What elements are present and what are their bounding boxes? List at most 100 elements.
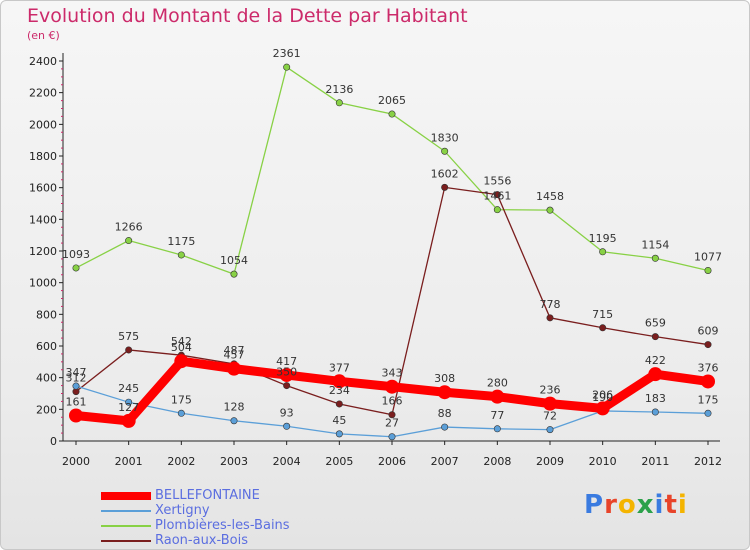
data-point-plombieres-les-bains: [493, 206, 501, 214]
y-tick-label: 1800: [29, 150, 57, 163]
legend-label-raon-aux-bois: Raon-aux-Bois: [155, 533, 248, 548]
data-label-raon-aux-bois: 778: [540, 298, 561, 311]
legend-item-xertigny: Xertigny: [101, 503, 361, 518]
legend-label-xertigny: Xertigny: [155, 503, 210, 518]
data-label-raon-aux-bois: 312: [66, 372, 87, 385]
data-point-plombieres-les-bains: [125, 237, 133, 245]
data-label-raon-aux-bois: 234: [329, 384, 350, 397]
y-tick-label: 2000: [29, 118, 57, 131]
data-label-plombieres-les-bains: 1461: [483, 190, 511, 203]
data-point-xertigny: [388, 433, 396, 441]
data-label-bellefontaine: 343: [382, 367, 403, 380]
logo-letter: r: [604, 490, 618, 520]
y-tick-label: 400: [36, 372, 57, 385]
data-label-xertigny: 72: [543, 410, 557, 423]
data-label-plombieres-les-bains: 1458: [536, 190, 564, 203]
y-tick-label: 1600: [29, 182, 57, 195]
y-tick-label: 1000: [29, 277, 57, 290]
legend-label-bellefontaine: BELLEFONTAINE: [155, 488, 260, 503]
data-point-xertigny: [72, 382, 80, 390]
data-label-xertigny: 175: [698, 393, 719, 406]
data-label-raon-aux-bois: 350: [276, 366, 297, 379]
data-point-plombieres-les-bains: [388, 110, 396, 118]
x-tick-label: 2007: [431, 455, 459, 468]
x-tick-label: 2011: [641, 455, 669, 468]
data-label-plombieres-les-bains: 1077: [694, 250, 722, 263]
data-point-raon-aux-bois: [441, 183, 449, 191]
data-label-xertigny: 88: [438, 407, 452, 420]
legend-swatch-plombieres: [101, 525, 151, 527]
data-label-bellefontaine: 504: [171, 341, 192, 354]
data-label-xertigny: 77: [490, 409, 504, 422]
data-label-plombieres-les-bains: 2361: [273, 47, 301, 60]
data-label-xertigny: 128: [224, 401, 245, 414]
data-point-plombieres-les-bains: [283, 63, 291, 71]
data-label-plombieres-les-bains: 1266: [115, 221, 143, 234]
data-label-bellefontaine: 280: [487, 377, 508, 390]
x-tick-label: 2003: [220, 455, 248, 468]
data-point-xertigny: [441, 423, 449, 431]
x-tick-label: 2004: [273, 455, 301, 468]
data-label-plombieres-les-bains: 1175: [167, 235, 195, 248]
data-point-bellefontaine: [648, 367, 663, 382]
data-point-xertigny: [546, 426, 554, 434]
data-label-raon-aux-bois: 1556: [483, 175, 511, 188]
data-point-bellefontaine: [227, 361, 241, 376]
x-tick-label: 2005: [325, 455, 353, 468]
data-label-xertigny: 183: [645, 392, 666, 405]
data-label-bellefontaine: 161: [66, 396, 87, 409]
data-point-plombieres-les-bains: [546, 206, 554, 214]
logo-letter: o: [617, 490, 637, 520]
data-label-raon-aux-bois: 487: [224, 344, 245, 357]
y-tick-label: 0: [50, 435, 57, 448]
chart-title: Evolution du Montant de la Dette par Hab…: [27, 5, 468, 27]
data-point-bellefontaine: [279, 367, 294, 382]
x-tick-label: 2002: [167, 455, 195, 468]
data-point-xertigny: [177, 409, 185, 417]
unit-label: (en €): [27, 29, 60, 42]
data-point-plombieres-les-bains: [651, 254, 659, 262]
y-tick-label: 800: [36, 308, 57, 321]
data-label-raon-aux-bois: 609: [698, 325, 719, 338]
data-point-bellefontaine: [701, 374, 715, 389]
legend-swatch-bellefontaine: [101, 492, 151, 500]
legend-item-bellefontaine: BELLEFONTAINE: [101, 488, 361, 503]
proxiti-logo: Proxiti: [584, 490, 688, 520]
data-label-raon-aux-bois: 659: [645, 317, 666, 330]
data-label-raon-aux-bois: 542: [171, 335, 192, 348]
data-point-raon-aux-bois: [125, 346, 133, 354]
data-label-bellefontaine: 377: [329, 361, 350, 374]
data-point-bellefontaine: [595, 401, 610, 416]
data-point-raon-aux-bois: [704, 341, 712, 349]
x-tick-label: 2008: [483, 455, 511, 468]
data-label-xertigny: 190: [592, 391, 613, 404]
data-point-raon-aux-bois: [283, 382, 291, 390]
data-point-plombieres-les-bains: [230, 270, 238, 278]
data-label-bellefontaine: 417: [276, 355, 297, 368]
data-point-raon-aux-bois: [599, 324, 607, 332]
data-label-plombieres-les-bains: 2065: [378, 94, 406, 107]
data-point-bellefontaine: [385, 379, 399, 394]
data-point-plombieres-les-bains: [441, 147, 449, 155]
x-tick-label: 2009: [536, 455, 564, 468]
logo-letter: x: [636, 490, 655, 520]
data-point-plombieres-les-bains: [599, 248, 607, 256]
logo-letter: P: [584, 490, 605, 520]
y-tick-label: 2400: [29, 55, 57, 68]
data-point-raon-aux-bois: [335, 400, 343, 408]
data-label-bellefontaine: 206: [592, 388, 613, 401]
data-point-xertigny: [493, 425, 501, 433]
data-label-bellefontaine: 422: [645, 354, 666, 367]
data-label-bellefontaine: 376: [698, 361, 719, 374]
legend: BELLEFONTAINE Xertigny Plombières-les-Ba…: [101, 488, 361, 548]
data-point-bellefontaine: [121, 413, 136, 428]
y-tick-label: 2200: [29, 87, 57, 100]
data-label-xertigny: 175: [171, 393, 192, 406]
data-point-xertigny: [651, 408, 659, 416]
data-point-raon-aux-bois: [546, 314, 554, 322]
data-point-xertigny: [230, 417, 238, 425]
y-tick-label: 600: [36, 340, 57, 353]
data-point-raon-aux-bois: [651, 333, 659, 341]
data-label-plombieres-les-bains: 1093: [62, 248, 90, 261]
